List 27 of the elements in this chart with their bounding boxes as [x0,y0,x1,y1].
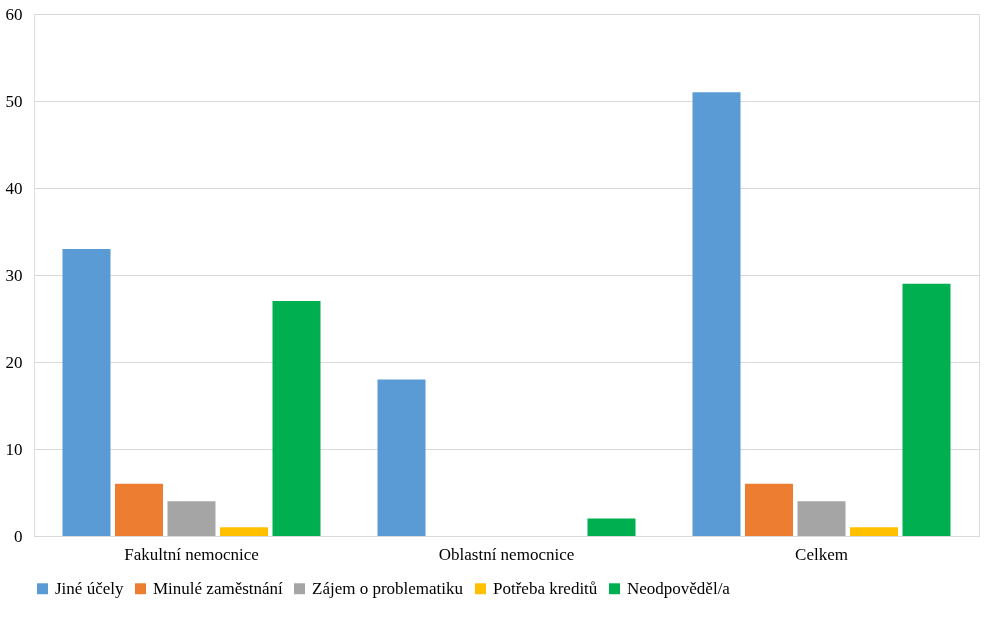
bar [377,379,426,536]
legend-label: Neodpověděl/a [627,578,731,598]
bar [850,527,898,536]
bar [902,283,951,536]
y-tick-label: 30 [5,265,23,285]
bar [167,501,216,536]
bar [745,483,793,536]
bar [115,483,163,536]
y-tick-label: 50 [5,91,23,111]
x-tick-label: Oblastní nemocnice [438,544,575,564]
x-tick-label: Celkem [795,544,848,564]
bar [272,301,321,536]
y-tick-label: 40 [5,178,23,198]
bar [587,518,636,536]
y-tick-label: 60 [5,4,23,24]
bar [220,527,268,536]
y-tick-label: 20 [5,352,23,372]
legend-label: Potřeba kreditů [493,578,598,598]
y-tick-label: 10 [5,439,23,459]
legend-label: Minulé zaměstnání [153,578,284,598]
legend-label: Zájem o problematiku [312,578,464,598]
y-tick-label: 0 [14,526,23,546]
bar [62,248,111,536]
bar [692,92,741,536]
x-tick-label: Fakultní nemocnice [124,544,259,564]
legend-label: Jiné účely [55,578,124,598]
bar [797,501,846,536]
